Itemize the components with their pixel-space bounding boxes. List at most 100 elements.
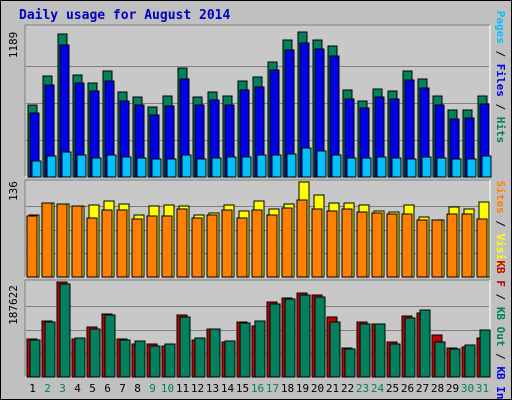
pages-bar-24 <box>376 156 387 178</box>
sites-bar-1 <box>26 215 38 278</box>
sites-bar-4 <box>71 205 83 278</box>
sites-bar-3 <box>56 203 68 278</box>
day-label-2: 2 <box>44 382 51 395</box>
day-label-11: 11 <box>176 382 189 395</box>
pages-bar-14 <box>226 156 237 178</box>
day-label-4: 4 <box>74 382 81 395</box>
day-label-24: 24 <box>371 382 385 395</box>
visits-legend-part-1: Sites <box>494 181 507 214</box>
pages-bar-21 <box>331 154 342 178</box>
kb-out-bar-12 <box>194 337 206 378</box>
visits-max-label: 136 <box>7 181 20 201</box>
pages-bar-29 <box>451 158 462 178</box>
kb-out-bar-16 <box>254 320 266 378</box>
pages-bar-1 <box>31 160 42 178</box>
kb-out-bar-6 <box>104 314 116 378</box>
kb-out-bar-19 <box>299 294 311 378</box>
kb-out-bar-30 <box>464 344 476 378</box>
kb-out-bar-9 <box>149 345 161 378</box>
kb-out-bar-2 <box>44 321 56 378</box>
pages-bar-19 <box>301 147 312 178</box>
sites-bar-10 <box>161 215 173 278</box>
kb-legend-part-5: KB In <box>494 366 507 399</box>
sites-bar-27 <box>416 219 428 278</box>
kb-legend-part-1: KB F <box>494 260 507 287</box>
pages-bar-20 <box>316 150 327 178</box>
kb-out-bar-14 <box>224 340 236 378</box>
sites-bar-21 <box>326 210 338 278</box>
day-label-29: 29 <box>446 382 459 395</box>
sites-bar-6 <box>101 209 113 278</box>
visits-legend: Sites / Visits <box>494 181 507 274</box>
day-label-8: 8 <box>134 382 141 395</box>
kb-out-bar-13 <box>209 328 221 378</box>
kb-out-bar-4 <box>74 337 86 378</box>
kb-out-bar-15 <box>239 322 251 378</box>
day-label-14: 14 <box>221 382 235 395</box>
kb-max-label: 187622 <box>7 285 20 325</box>
sites-bar-13 <box>206 214 218 278</box>
pages-bar-6 <box>106 154 117 178</box>
pages-bar-25 <box>391 157 402 178</box>
kb-out-bar-10 <box>164 343 176 378</box>
day-label-17: 17 <box>266 382 279 395</box>
day-label-31: 31 <box>476 382 489 395</box>
day-label-15: 15 <box>236 382 249 395</box>
kb-out-bar-22 <box>344 348 356 378</box>
sites-bar-18 <box>281 207 293 278</box>
visits-legend-part-2: / <box>494 214 507 234</box>
day-label-27: 27 <box>416 382 429 395</box>
sites-bar-29 <box>446 213 458 278</box>
day-label-25: 25 <box>386 382 399 395</box>
pages-bar-22 <box>346 157 357 178</box>
hits-legend-part-4: / <box>494 97 507 117</box>
kb-out-bar-21 <box>329 321 341 378</box>
hits-legend-part-3: Files <box>494 64 507 97</box>
sites-bar-8 <box>131 218 143 278</box>
day-label-28: 28 <box>431 382 444 395</box>
pages-bar-30 <box>466 158 477 178</box>
hits-max-label: 1189 <box>7 32 20 59</box>
pages-bar-12 <box>196 158 207 178</box>
pages-bar-18 <box>286 153 297 178</box>
hits-legend-part-2: / <box>494 44 507 64</box>
day-label-12: 12 <box>191 382 204 395</box>
hits-legend: Pages / Files / Hits <box>494 11 507 144</box>
sites-bar-24 <box>371 212 383 278</box>
kb-out-bar-18 <box>284 298 296 378</box>
kb-out-bar-29 <box>449 348 461 378</box>
kb-out-bar-24 <box>374 323 386 378</box>
chart-title: Daily usage for August 2014 <box>19 8 231 23</box>
day-label-19: 19 <box>296 382 309 395</box>
pages-bar-10 <box>166 158 177 178</box>
sites-bar-11 <box>176 208 188 278</box>
sites-bar-30 <box>461 213 473 278</box>
pages-bar-5 <box>91 157 102 178</box>
pages-bar-13 <box>211 157 222 178</box>
kb-out-bar-20 <box>314 296 326 378</box>
day-label-30: 30 <box>461 382 474 395</box>
kb-legend-part-4: / <box>494 347 507 367</box>
kb-out-bar-27 <box>419 309 431 378</box>
day-label-26: 26 <box>401 382 414 395</box>
sites-bar-22 <box>341 208 353 278</box>
kb-out-bar-28 <box>434 341 446 378</box>
kb-legend-part-3: KB Out <box>494 307 507 347</box>
kb-legend: KB F / KB Out / KB In <box>494 260 507 399</box>
kb-legend-part-2: / <box>494 287 507 307</box>
pages-bar-26 <box>406 158 417 178</box>
day-label-6: 6 <box>104 382 111 395</box>
day-label-21: 21 <box>326 382 339 395</box>
pages-bar-17 <box>271 154 282 178</box>
day-label-16: 16 <box>251 382 264 395</box>
hits-legend-part-1: Pages <box>494 11 507 44</box>
sites-bar-19 <box>296 199 308 278</box>
pages-bar-8 <box>136 157 147 178</box>
sites-bar-14 <box>221 209 233 278</box>
pages-bar-9 <box>151 158 162 178</box>
day-label-7: 7 <box>119 382 126 395</box>
sites-bar-12 <box>191 217 203 278</box>
sites-bar-23 <box>356 211 368 278</box>
kb-out-bar-25 <box>389 343 401 378</box>
